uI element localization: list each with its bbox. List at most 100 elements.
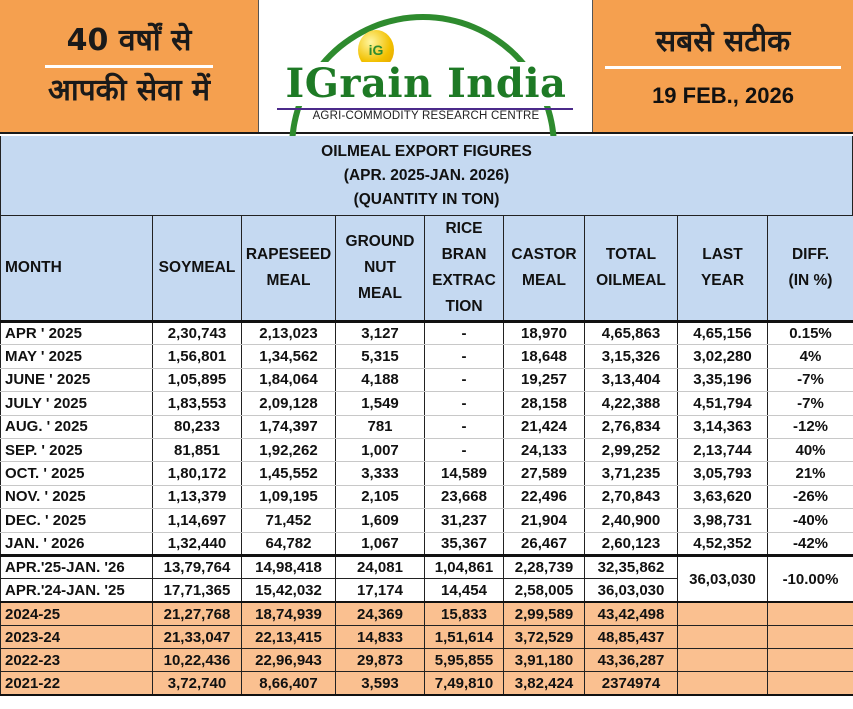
cell-castor: 18,648 [503, 344, 585, 369]
cell-groundnut: 24,369 [335, 601, 425, 627]
cell-groundnut: 3,127 [335, 320, 425, 346]
cell-cumulative-diff: -10.00% [767, 553, 853, 603]
cell-groundnut: 1,549 [335, 391, 425, 416]
cell-rapeseed: 22,13,415 [241, 625, 336, 650]
cell-castor: 24,133 [503, 437, 585, 463]
cell-soymeal: 81,851 [152, 437, 242, 463]
table-row-month: DEC. ' 2025 1,14,697 71,452 1,609 31,237 21,9… [0, 508, 853, 533]
cell-empty [677, 601, 768, 627]
column-header-text: RICE [445, 220, 483, 237]
cell-diff: -26% [767, 484, 853, 510]
cell-castor: 27,589 [503, 461, 585, 486]
cell-month: APR ' 2025 [0, 320, 153, 346]
tagline-service: आपकी सेवा में [47, 72, 211, 108]
cell-empty [677, 625, 768, 650]
cell-groundnut: 1,609 [335, 508, 425, 533]
cell-total: 2374974 [584, 671, 678, 697]
column-header-text: (IN %) [788, 272, 833, 289]
cell-total: 4,65,863 [584, 320, 678, 346]
cell-ricebran: 5,95,855 [424, 648, 504, 673]
cell-ricebran: 23,668 [424, 484, 504, 510]
logo-brand: IGrain India [271, 62, 581, 106]
column-header-text: YEAR [700, 272, 745, 289]
cell-groundnut: 781 [335, 414, 425, 439]
cell-total: 2,99,252 [584, 437, 678, 463]
cell-castor: 2,58,005 [503, 578, 585, 603]
cell-rapeseed: 1,34,562 [241, 344, 336, 369]
cell-castor: 28,158 [503, 391, 585, 416]
cell-groundnut: 1,067 [335, 531, 425, 556]
column-header-text: MEAL [266, 272, 311, 289]
cell-rapeseed: 1,92,262 [241, 437, 336, 463]
column-header-text: GROUND [345, 233, 415, 250]
cell-last-year: 3,35,196 [677, 367, 768, 393]
cell-year: 2024-25 [0, 601, 153, 627]
table-row-month: NOV. ' 2025 1,13,379 1,09,195 2,105 23,668 22… [0, 484, 853, 510]
cell-ricebran: - [424, 320, 504, 346]
cell-ricebran: - [424, 367, 504, 393]
column-header-text: MONTH [5, 259, 62, 276]
cell-soymeal: 1,32,440 [152, 531, 242, 556]
cell-soymeal: 1,13,379 [152, 484, 242, 510]
column-header-text: LAST [702, 246, 743, 263]
cell-month: JULY ' 2025 [0, 391, 153, 416]
logo-subtitle: AGRI-COMMODITY RESEARCH CENTRE [312, 110, 540, 122]
cell-diff: -7% [767, 367, 853, 393]
cell-soymeal: 1,14,697 [152, 508, 242, 533]
cell-castor: 2,28,739 [503, 553, 585, 580]
column-header-total-oilmeal: TOTAL OILMEAL [584, 215, 678, 322]
cell-total: 2,70,843 [584, 484, 678, 510]
column-header-text: TOTAL [605, 246, 657, 263]
cell-total: 43,36,287 [584, 648, 678, 673]
cell-month: AUG. ' 2025 [0, 414, 153, 439]
table-row-year: 2022-23 10,22,436 22,96,943 29,873 5,95,855 3… [0, 648, 853, 673]
column-header-text: RAPESEED [245, 246, 332, 263]
column-header-text: CASTOR [511, 246, 577, 263]
cell-diff: 21% [767, 461, 853, 486]
cell-ricebran: - [424, 391, 504, 416]
cell-rapeseed: 1,74,397 [241, 414, 336, 439]
cell-ricebran: 31,237 [424, 508, 504, 533]
cell-last-year: 4,65,156 [677, 320, 768, 346]
table-row-year: 2024-25 21,27,768 18,74,939 24,369 15,833 2,9… [0, 601, 853, 627]
cell-month: MAY ' 2025 [0, 344, 153, 369]
table-row-month: MAY ' 2025 1,56,801 1,34,562 5,315-18,648 3,… [0, 344, 853, 369]
table-row-month: OCT. ' 2025 1,80,172 1,45,552 3,333 14,589 27… [0, 461, 853, 486]
cell-year: 2021-22 [0, 671, 153, 697]
cell-groundnut: 2,105 [335, 484, 425, 510]
cell-soymeal: 17,71,365 [152, 578, 242, 603]
cell-rapeseed: 1,84,064 [241, 367, 336, 393]
column-header-text: BRAN [441, 246, 487, 263]
table-row-year: 2023-24 21,33,047 22,13,415 14,833 1,51,614 3… [0, 625, 853, 650]
cell-soymeal: 80,233 [152, 414, 242, 439]
cell-groundnut: 17,174 [335, 578, 425, 603]
cell-total: 3,15,326 [584, 344, 678, 369]
cell-soymeal: 1,80,172 [152, 461, 242, 486]
logo-panel: iG IGrain India AGRI-COMMODITY RESEARCH … [259, 0, 592, 164]
cell-soymeal: 21,27,768 [152, 601, 242, 627]
cell-diff: -7% [767, 391, 853, 416]
tagline-years: 40 वर्षों से [66, 22, 192, 58]
cell-last-year: 3,02,280 [677, 344, 768, 369]
column-header-rapeseed-meal: RAPESEED MEAL [241, 215, 336, 322]
cell-last-year: 2,13,744 [677, 437, 768, 463]
cell-empty [767, 648, 853, 673]
cell-ricebran: 7,49,810 [424, 671, 504, 697]
cell-rapeseed: 15,42,032 [241, 578, 336, 603]
cell-soymeal: 10,22,436 [152, 648, 242, 673]
cell-period: APR.'24-JAN. '25 [0, 578, 153, 603]
cell-empty [677, 648, 768, 673]
cell-soymeal: 21,33,047 [152, 625, 242, 650]
cell-rapeseed: 18,74,939 [241, 601, 336, 627]
cell-rapeseed: 71,452 [241, 508, 336, 533]
cell-ricebran: 15,833 [424, 601, 504, 627]
cell-period: APR.'25-JAN. '26 [0, 553, 153, 580]
cell-groundnut: 24,081 [335, 553, 425, 580]
column-header-text: MEAL [358, 285, 402, 302]
cell-last-year: 4,52,352 [677, 531, 768, 556]
table-row-month: JULY ' 2025 1,83,553 2,09,128 1,549-28,158 4… [0, 391, 853, 416]
cell-month: JUNE ' 2025 [0, 367, 153, 393]
cell-rapeseed: 1,09,195 [241, 484, 336, 510]
table-row-month: SEP. ' 2025 81,851 1,92,262 1,007-24,133 2,9… [0, 437, 853, 463]
cell-groundnut: 4,188 [335, 367, 425, 393]
